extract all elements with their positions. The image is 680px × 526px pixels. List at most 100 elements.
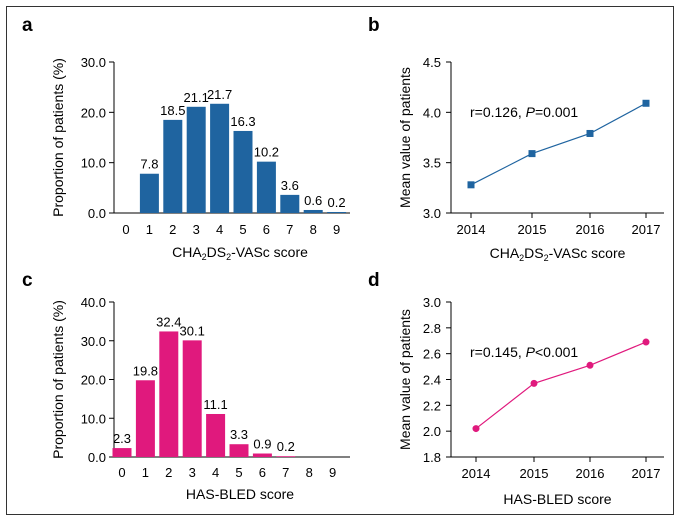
x-tick-label: 3 xyxy=(189,465,196,480)
x-tick-label: 8 xyxy=(306,465,313,480)
x-tick-label: 3 xyxy=(193,222,200,237)
bar-4 xyxy=(210,103,230,213)
bar-6 xyxy=(256,161,276,213)
y-tick-label: 2.2 xyxy=(423,398,441,413)
bar-3 xyxy=(186,106,206,213)
bar-1 xyxy=(135,380,155,457)
bar-8 xyxy=(303,209,323,213)
bar-0 xyxy=(112,448,132,457)
data-point-2014 xyxy=(472,425,480,433)
x-axis-title: CHA2DS2-VASc score xyxy=(172,244,308,262)
y-tick-label: 3.0 xyxy=(423,206,441,221)
data-point-2014 xyxy=(467,181,475,189)
x-tick-label: 7 xyxy=(286,222,293,237)
y-tick-label: 0.0 xyxy=(88,206,106,221)
x-axis-title: HAS-BLED score xyxy=(186,486,294,502)
bar-value-label: 0.6 xyxy=(304,193,322,208)
x-tick-label: 2017 xyxy=(632,222,661,237)
y-tick-label: 1.8 xyxy=(423,450,441,465)
x-tick-label: 6 xyxy=(259,465,266,480)
bar-4 xyxy=(206,413,226,457)
correlation-annotation: r=0.145, P<0.001 xyxy=(470,344,578,360)
x-tick-label: 2015 xyxy=(520,466,549,481)
y-axis-title: Mean value of patients xyxy=(397,309,413,450)
figure-frame xyxy=(6,6,674,515)
bar-value-label: 7.8 xyxy=(140,157,158,172)
x-tick-label: 9 xyxy=(329,465,336,480)
bar-value-label: 21.1 xyxy=(184,90,209,105)
y-tick-label: 40.0 xyxy=(81,295,106,310)
x-axis-title-part: DS xyxy=(524,245,543,261)
bar-2 xyxy=(159,331,179,457)
x-tick-label: 6 xyxy=(263,222,270,237)
bar-3 xyxy=(182,340,202,457)
y-tick-label: 20.0 xyxy=(81,373,106,388)
panel-letter: b xyxy=(368,15,380,36)
x-tick-label: 2015 xyxy=(518,222,547,237)
x-tick-label: 1 xyxy=(142,465,149,480)
x-tick-label: 4 xyxy=(212,465,219,480)
x-axis-title-part: HAS-BLED score xyxy=(186,486,294,502)
annotation-part: <0.001 xyxy=(535,344,578,360)
x-tick-label: 2014 xyxy=(462,466,491,481)
x-axis-title-part: DS xyxy=(207,244,226,260)
y-tick-label: 10.0 xyxy=(81,411,106,426)
series-line xyxy=(470,102,647,186)
chart-panel-b: b 3.0 3.5 4.0 4.5 Mean value of patients 2014 2… xyxy=(368,15,664,263)
chart-panel-a: a 0.0 10.0 20.0 30.0 Proportion of patients (… xyxy=(22,15,350,262)
y-tick-label: 2.6 xyxy=(423,347,441,362)
x-tick-label: 2016 xyxy=(576,222,605,237)
x-tick-label: 2014 xyxy=(457,222,486,237)
bar-value-label: 30.1 xyxy=(180,323,205,338)
bar-9 xyxy=(327,211,347,213)
bar-value-label: 3.3 xyxy=(230,427,248,442)
x-tick-label: 4 xyxy=(216,222,223,237)
bar-value-label: 0.2 xyxy=(328,195,346,210)
x-axis-title: HAS-BLED score xyxy=(503,491,611,507)
x-tick-label: 1 xyxy=(146,222,153,237)
x-tick-label: 9 xyxy=(333,222,340,237)
data-point-2016 xyxy=(586,361,594,369)
y-tick-label: 2.4 xyxy=(423,373,441,388)
annotation-part: P xyxy=(526,344,536,360)
x-tick-label: 7 xyxy=(282,465,289,480)
bar-1 xyxy=(139,173,159,213)
series-line xyxy=(475,341,647,430)
x-axis-title-subscript: 2 xyxy=(519,253,524,263)
x-tick-label: 5 xyxy=(235,465,242,480)
bar-2 xyxy=(163,119,183,213)
bar-6 xyxy=(252,453,272,457)
x-axis-title-part: HAS-BLED score xyxy=(503,491,611,507)
y-tick-label: 2.0 xyxy=(423,424,441,439)
bar-5 xyxy=(229,444,249,457)
data-point-2017 xyxy=(642,99,650,107)
annotation-part: r=0.126, xyxy=(470,104,526,120)
bar-value-label: 0.9 xyxy=(253,437,271,452)
x-tick-label: 2 xyxy=(169,222,176,237)
panel-letter: a xyxy=(22,15,33,36)
x-tick-label: 0 xyxy=(122,222,129,237)
x-tick-label: 8 xyxy=(310,222,317,237)
x-tick-label: 2016 xyxy=(576,466,605,481)
y-tick-label: 0.0 xyxy=(88,450,106,465)
bar-value-label: 10.2 xyxy=(254,145,279,160)
bar-value-label: 16.3 xyxy=(230,114,255,129)
data-point-2015 xyxy=(528,150,536,158)
y-tick-label: 10.0 xyxy=(81,156,106,171)
bar-value-label: 0.2 xyxy=(277,439,295,454)
bar-value-label: 3.6 xyxy=(281,178,299,193)
y-axis-title: Proportion of patients (%) xyxy=(50,58,66,217)
y-tick-label: 4.5 xyxy=(423,55,441,70)
y-tick-label: 3.0 xyxy=(423,295,441,310)
x-axis-title: CHA2DS2-VASc score xyxy=(490,245,626,263)
y-tick-label: 2.8 xyxy=(423,321,441,336)
bar-value-label: 11.1 xyxy=(203,397,227,412)
data-point-2016 xyxy=(586,129,594,137)
x-axis-title-part: -VASc score xyxy=(231,244,308,260)
x-tick-label: 5 xyxy=(239,222,246,237)
annotation-part: r=0.145, xyxy=(470,344,526,360)
bar-7 xyxy=(280,194,300,213)
bar-value-label: 19.8 xyxy=(133,363,158,378)
